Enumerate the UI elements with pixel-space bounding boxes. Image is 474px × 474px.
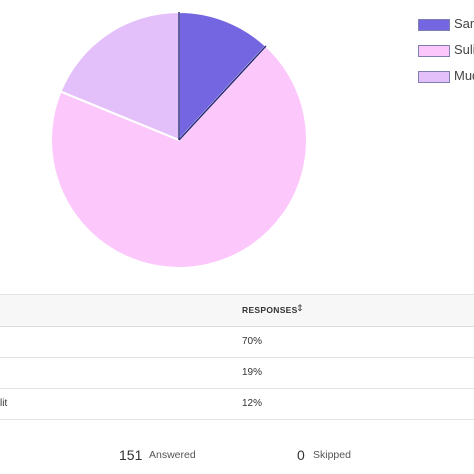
table-header: RESPONSES ⇕: [0, 294, 474, 327]
table-row: 70%: [0, 327, 474, 358]
row-response-percent: 12%: [242, 398, 263, 409]
pie-chart: [50, 10, 308, 269]
legend-swatch-sam: [418, 19, 450, 31]
response-totals: 151 Answered 0 Skipped: [0, 446, 474, 466]
responses-column-header[interactable]: RESPONSES: [242, 305, 298, 315]
legend-label-mud: Mud: [454, 68, 474, 83]
answered-label: Answered: [149, 449, 196, 461]
table-row: 19%: [0, 358, 474, 389]
legend-label-sam: Sam: [454, 16, 474, 31]
pie-slice-suli[interactable]: [50, 44, 308, 269]
pie-slice-edge: [178, 12, 267, 141]
pie-slice-sam[interactable]: [178, 10, 268, 143]
table-row: lit 12%: [0, 389, 474, 420]
pie-slice-mud[interactable]: [59, 10, 180, 142]
answered-count: 151: [119, 447, 143, 463]
legend-swatch-suli: [418, 45, 450, 57]
legend-label-suli: Suli: [454, 42, 474, 57]
responses-table: RESPONSES ⇕ 70% 19% lit 12%: [0, 294, 474, 420]
row-response-percent: 70%: [242, 336, 263, 347]
legend-swatch-mud: [418, 71, 450, 83]
skipped-label: Skipped: [313, 449, 351, 461]
row-answer-label: lit: [0, 398, 8, 409]
skipped-count: 0: [297, 447, 305, 463]
row-response-percent: 19%: [242, 367, 263, 378]
sort-icon[interactable]: ⇕: [296, 303, 304, 313]
